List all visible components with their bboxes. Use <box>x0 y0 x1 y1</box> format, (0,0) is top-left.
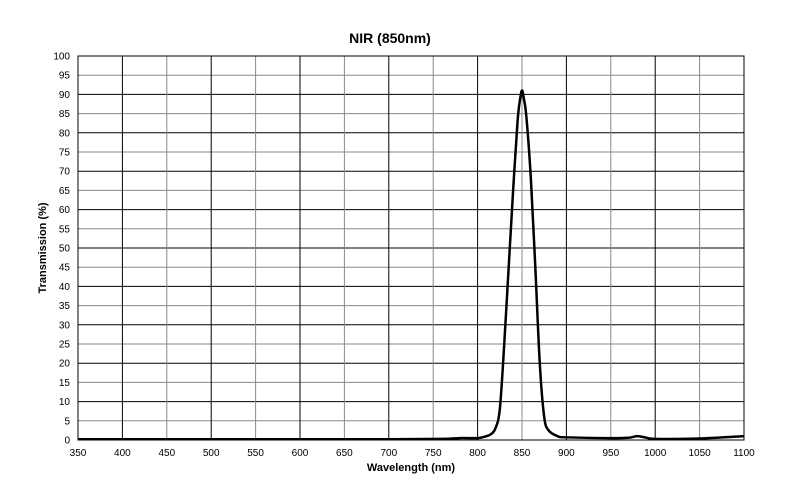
y-tick-label: 30 <box>59 320 71 331</box>
chart-title: NIR (850nm) <box>349 30 431 46</box>
y-tick-label: 25 <box>59 340 71 351</box>
y-tick-label: 85 <box>59 109 71 120</box>
x-tick-label: 750 <box>425 448 442 459</box>
y-tick-label: 0 <box>64 436 70 447</box>
y-tick-label: 80 <box>59 128 71 139</box>
y-tick-label: 70 <box>59 167 71 178</box>
y-tick-label: 65 <box>59 186 71 197</box>
x-axis-label: Wavelength (nm) <box>367 462 456 474</box>
x-tick-label: 1050 <box>688 448 711 459</box>
x-tick-label: 350 <box>70 448 87 459</box>
x-tick-label: 400 <box>114 448 131 459</box>
series-line <box>78 89 745 441</box>
y-tick-label: 15 <box>59 378 71 389</box>
y-tick-label: 100 <box>53 52 70 63</box>
x-tick-label: 650 <box>336 448 353 459</box>
y-tick-label: 10 <box>59 397 71 408</box>
y-axis-label: Transmission (%) <box>37 202 49 293</box>
x-tick-label: 600 <box>292 448 309 459</box>
y-tick-label: 20 <box>59 359 71 370</box>
x-tick-label: 700 <box>380 448 397 459</box>
x-tick-label: 850 <box>514 448 531 459</box>
y-tick-label: 95 <box>59 71 71 82</box>
x-tick-label: 800 <box>469 448 486 459</box>
x-tick-label: 950 <box>602 448 619 459</box>
y-tick-label: 40 <box>59 282 71 293</box>
x-tick-label: 1000 <box>644 448 667 459</box>
y-tick-label: 35 <box>59 301 71 312</box>
y-tick-label: 75 <box>59 148 71 159</box>
y-tick-label: 55 <box>59 224 71 235</box>
x-tick-label: 450 <box>158 448 175 459</box>
x-tick-label: 550 <box>247 448 264 459</box>
y-tick-label: 50 <box>59 244 71 255</box>
y-tick-label: 5 <box>64 416 70 427</box>
y-tick-label: 90 <box>59 90 71 101</box>
x-tick-label: 900 <box>558 448 575 459</box>
y-tick-label: 60 <box>59 205 71 216</box>
x-tick-label: 1100 <box>733 448 755 459</box>
x-tick-label: 500 <box>203 448 220 459</box>
y-tick-label: 45 <box>59 263 71 274</box>
